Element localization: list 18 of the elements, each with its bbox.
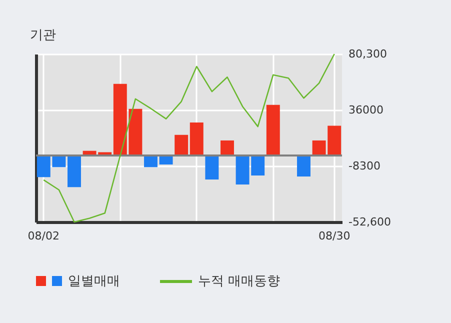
bar — [144, 156, 158, 168]
y-tick-label: 80,300 — [348, 48, 387, 60]
y-tick-label: 36000 — [348, 104, 384, 116]
bar — [68, 156, 81, 188]
bar — [297, 156, 310, 176]
bar — [205, 156, 219, 180]
chart-title: 기관 — [30, 27, 56, 44]
legend-label: 일별매매 — [68, 273, 120, 290]
y-tick-label: -52,600 — [348, 216, 391, 228]
y-tick-label: -8300 — [348, 160, 380, 172]
line-series — [43, 53, 335, 223]
bar — [174, 134, 188, 156]
x-tick-label: 08/30 — [318, 230, 350, 242]
bar — [190, 122, 204, 156]
x-tick-label: 08/02 — [28, 230, 60, 242]
bar — [266, 104, 280, 156]
bar — [220, 140, 234, 156]
legend-label: 누적 매매동향 — [198, 273, 280, 290]
